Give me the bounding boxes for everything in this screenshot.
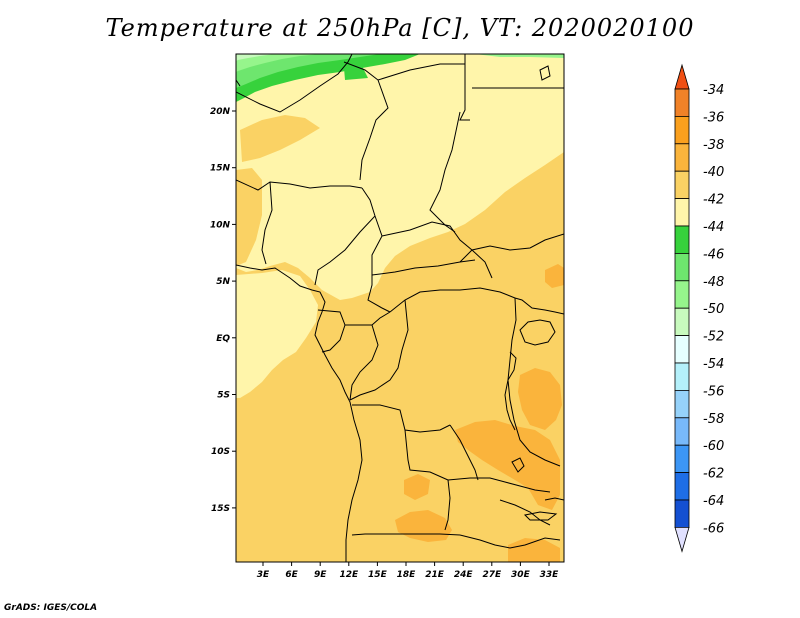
- field-warm-east-2: [455, 420, 560, 510]
- colorbar-label-12: -58: [703, 412, 724, 427]
- colorbar-swatch-5: [674, 225, 690, 254]
- colorbar-label-16: -66: [703, 521, 724, 536]
- field-green-mid: [236, 54, 380, 88]
- lon-label-9: 30E: [511, 570, 531, 580]
- field-base-west-2: [236, 168, 262, 266]
- colorbar-label-11: -56: [703, 384, 724, 399]
- lat-label-5: 5S: [217, 391, 230, 401]
- lon-label-8: 27E: [482, 570, 502, 580]
- colorbar-label-8: -50: [703, 302, 724, 317]
- lon-label-0: 3E: [257, 570, 270, 580]
- field-green-pale: [236, 54, 275, 61]
- lon-label-6: 21E: [425, 570, 445, 580]
- colorbar-swatch-13: [674, 444, 690, 474]
- field-light-central: [236, 270, 318, 398]
- lat-label-4: EQ: [216, 334, 230, 344]
- colorbar-label-4: -42: [703, 193, 724, 208]
- colorbar-swatch-4: [674, 198, 690, 227]
- colorbar-swatch-15: [674, 499, 690, 528]
- colorbar-label-14: -62: [703, 467, 724, 482]
- lon-label-3: 12E: [339, 570, 359, 580]
- colorbar-swatch-14: [674, 472, 690, 501]
- chart-title: Temperature at 250hPa [C], VT: 202002010…: [105, 14, 695, 42]
- colorbar-swatch-7: [674, 280, 690, 309]
- footer-credit: GrADS: IGES/COLA: [4, 603, 98, 613]
- lat-label-6: 10S: [211, 447, 230, 457]
- lat-label-0: 20N: [210, 107, 231, 117]
- map-frame: [235, 53, 565, 563]
- field-warm-east-edge: [545, 264, 564, 288]
- field-green-east: [475, 54, 564, 58]
- field-base-east: [450, 160, 564, 300]
- latitude-axis: 20N 15N 10N 5N EQ 5S 10S 15S: [210, 107, 236, 514]
- colorbar-swatch-6: [674, 252, 690, 282]
- colorbar-label-3: -40: [703, 165, 724, 180]
- lon-label-2: 9E: [314, 570, 327, 580]
- colorbar-top-cap: [674, 63, 690, 90]
- field-base-west-strip: [240, 115, 320, 162]
- lon-label-4: 15E: [368, 570, 388, 580]
- colorbar-label-2: -38: [703, 138, 724, 153]
- lon-label-10: 33E: [540, 570, 560, 580]
- colorbar-swatch-12: [674, 417, 690, 446]
- colorbar-label-9: -52: [703, 330, 724, 345]
- colorbar-swatch-3: [674, 170, 690, 199]
- colorbar-swatch-1: [674, 116, 690, 145]
- colorbar: -34 -36 -38 -40 -42 -44 -46 -48 -50 -52 -54 -56 -58 -…: [674, 63, 724, 553]
- field-warm-southeast: [508, 538, 560, 562]
- colorbar-swatch-8: [674, 307, 690, 337]
- lon-label-7: 24E: [454, 570, 474, 580]
- lon-label-1: 6E: [285, 570, 298, 580]
- colorbar-label-15: -64: [703, 494, 724, 509]
- temperature-field: [236, 54, 564, 562]
- field-green-patch: [344, 66, 368, 80]
- field-green-light: [236, 54, 320, 72]
- field-light-strip: [245, 168, 358, 260]
- field-warm-east-1: [518, 368, 562, 430]
- colorbar-bottom-cap: [674, 527, 690, 553]
- country-boundaries: [236, 54, 564, 562]
- colorbar-swatch-0: [674, 88, 690, 117]
- lon-label-5: 18E: [397, 570, 417, 580]
- longitude-axis: 3E 6E 9E 12E 15E 18E 21E 24E 27E 30E 33E: [257, 562, 559, 580]
- colorbar-swatch-2: [674, 143, 690, 172]
- colorbar-label-5: -44: [703, 220, 724, 235]
- colorbar-label-7: -48: [703, 275, 724, 290]
- colorbar-label-10: -54: [703, 357, 724, 372]
- colorbar-label-6: -46: [703, 247, 724, 262]
- colorbar-swatch-11: [674, 389, 690, 419]
- lat-label-1: 15N: [210, 164, 231, 174]
- colorbar-label-0: -34: [703, 83, 724, 98]
- field-warm-southwest: [404, 474, 430, 500]
- lat-label-2: 10N: [210, 220, 231, 230]
- lat-label-3: 5N: [216, 277, 230, 287]
- colorbar-label-1: -36: [703, 110, 724, 125]
- colorbar-swatch-10: [674, 362, 690, 391]
- lat-label-7: 15S: [211, 504, 230, 514]
- colorbar-swatch-9: [674, 335, 690, 364]
- colorbar-label-13: -60: [703, 439, 724, 454]
